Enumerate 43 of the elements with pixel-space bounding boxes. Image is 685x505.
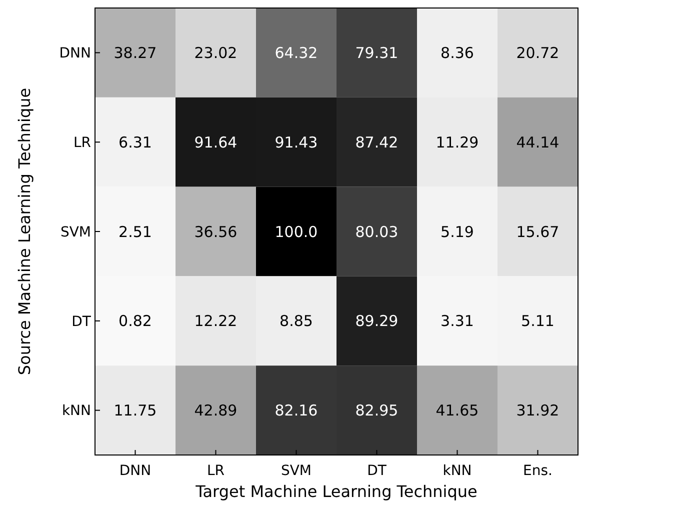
data-label: 5.19: [440, 222, 474, 241]
data-label: 87.42: [355, 133, 398, 152]
x-tick-label: kNN: [442, 463, 472, 479]
x-tick-label: LR: [206, 463, 225, 479]
data-label: 23.02: [194, 44, 238, 62]
data-label: 3.31: [440, 312, 474, 330]
x-axis-title: Target Machine Learning Technique: [194, 482, 478, 501]
y-tick-label: DNN: [59, 46, 91, 62]
data-label: 12.22: [194, 312, 238, 330]
data-label: 2.51: [118, 222, 152, 241]
y-tick-label: kNN: [62, 403, 91, 420]
data-label: 36.56: [194, 222, 238, 241]
data-label: 64.32: [274, 44, 318, 62]
data-label: 8.36: [440, 44, 474, 62]
data-label: 42.89: [194, 402, 238, 420]
data-label: 82.16: [274, 402, 318, 420]
data-label: 5.11: [521, 312, 554, 330]
data-label: 31.92: [516, 402, 560, 420]
data-label: 11.29: [436, 133, 479, 152]
data-label: 38.27: [114, 44, 157, 62]
data-label: 41.65: [436, 402, 479, 420]
x-tick-label: DT: [367, 463, 387, 479]
data-label: 79.31: [355, 44, 398, 62]
data-label: 80.03: [355, 222, 398, 241]
data-label: 8.85: [280, 312, 313, 330]
data-label: 91.64: [194, 133, 238, 152]
data-label: 100.0: [274, 222, 318, 241]
y-tick-label: DT: [72, 314, 92, 330]
data-label: 89.29: [355, 312, 398, 330]
y-tick-label: SVM: [60, 224, 91, 240]
x-tick-label: SVM: [280, 463, 312, 479]
data-label: 15.67: [516, 222, 560, 241]
data-label: 82.95: [355, 402, 398, 420]
data-label: 6.31: [118, 133, 152, 152]
data-label: 20.72: [516, 44, 560, 62]
y-axis-title: Source Machine Learning Technique: [15, 88, 34, 376]
x-tick-label: Ens.: [523, 463, 552, 479]
y-tick-label: LR: [73, 135, 92, 151]
x-tick-label: DNN: [119, 463, 152, 479]
data-label: 44.14: [516, 133, 560, 152]
data-label: 91.43: [274, 133, 318, 152]
data-label: 11.75: [114, 402, 157, 420]
data-label: 0.82: [118, 312, 152, 330]
